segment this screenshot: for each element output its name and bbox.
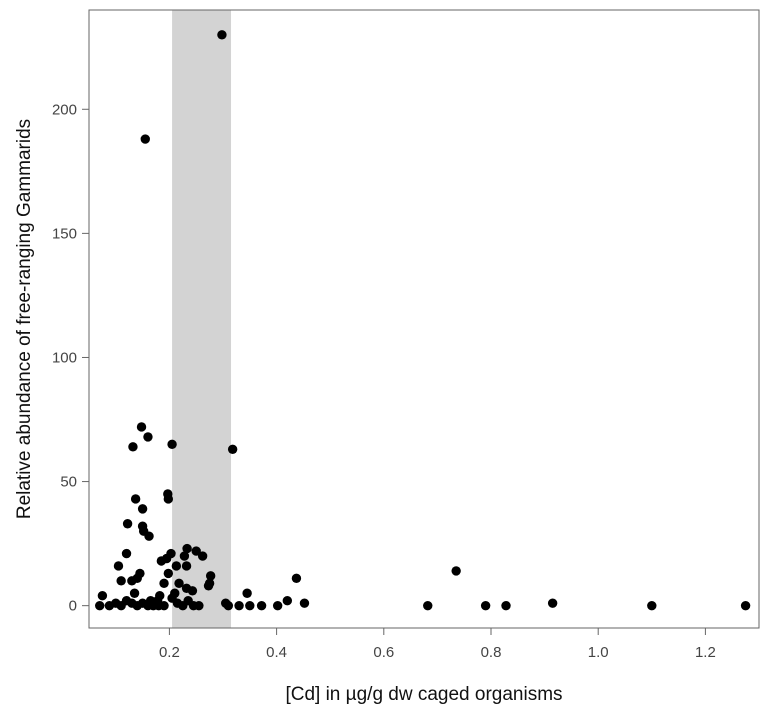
data-point: [423, 600, 433, 611]
data-point: [95, 600, 105, 611]
data-point: [451, 566, 461, 576]
y-axis-title: Relative abundance of free-ranging Gamma…: [14, 119, 35, 519]
x-tick-label: 1.0: [588, 644, 609, 661]
x-axis-title: [Cd] in µg/g dw caged organisms: [285, 684, 562, 705]
data-point: [171, 561, 182, 571]
data-point: [136, 422, 147, 432]
data-point: [163, 568, 174, 579]
data-point: [501, 600, 511, 611]
data-point: [137, 504, 148, 514]
x-tick-label: 0.6: [373, 644, 394, 661]
data-point: [128, 442, 138, 452]
data-point: [167, 439, 177, 450]
x-tick-label: 1.2: [695, 644, 716, 661]
y-tick-label: 100: [52, 349, 77, 366]
data-point: [113, 561, 124, 571]
data-point: [299, 598, 310, 608]
y-tick-label: 50: [60, 474, 77, 491]
data-point: [121, 548, 132, 559]
data-point: [144, 531, 154, 541]
data-point: [181, 561, 192, 571]
data-point: [223, 600, 234, 611]
data-point: [197, 551, 208, 561]
data-point: [156, 556, 167, 566]
data-point: [187, 586, 198, 596]
data-point: [130, 494, 141, 504]
y-axis: 0 50 100 150 200: [52, 101, 89, 615]
data-point: [122, 519, 133, 529]
data-point: [182, 543, 192, 554]
x-tick-label: 0.4: [266, 644, 287, 661]
data-point: [647, 600, 657, 611]
data-point: [127, 576, 137, 586]
data-point: [242, 588, 252, 598]
data-point: [234, 600, 244, 611]
data-point: [97, 591, 108, 601]
plot-frame: [88, 9, 760, 629]
data-point: [291, 573, 302, 584]
data-point: [740, 600, 751, 611]
x-axis: 0.2 0.4 0.6 0.8 1.0 1.2: [159, 628, 716, 661]
data-point: [179, 551, 190, 561]
data-point: [217, 30, 227, 40]
data-point: [227, 444, 238, 455]
data-point: [191, 546, 201, 556]
data-point: [547, 598, 558, 608]
data-point: [245, 600, 255, 611]
data-point: [163, 494, 174, 504]
data-point: [480, 600, 491, 611]
data-point: [174, 578, 184, 589]
data-points: [95, 30, 751, 611]
x-tick-label: 0.2: [159, 644, 180, 661]
data-point: [116, 576, 126, 586]
y-tick-label: 0: [69, 598, 77, 615]
data-point: [194, 600, 204, 611]
x-tick-label: 0.8: [481, 644, 502, 661]
data-point: [143, 432, 153, 442]
y-tick-label: 200: [52, 101, 77, 118]
data-point: [159, 600, 169, 611]
data-point: [256, 600, 267, 611]
data-point: [282, 595, 293, 606]
data-point: [203, 581, 214, 591]
data-point: [129, 588, 140, 598]
shaded-cd-range-band: [172, 10, 232, 628]
y-tick-label: 150: [52, 225, 77, 242]
data-point: [140, 134, 150, 144]
data-point: [205, 571, 216, 581]
data-point: [159, 578, 169, 589]
data-point: [272, 600, 283, 611]
